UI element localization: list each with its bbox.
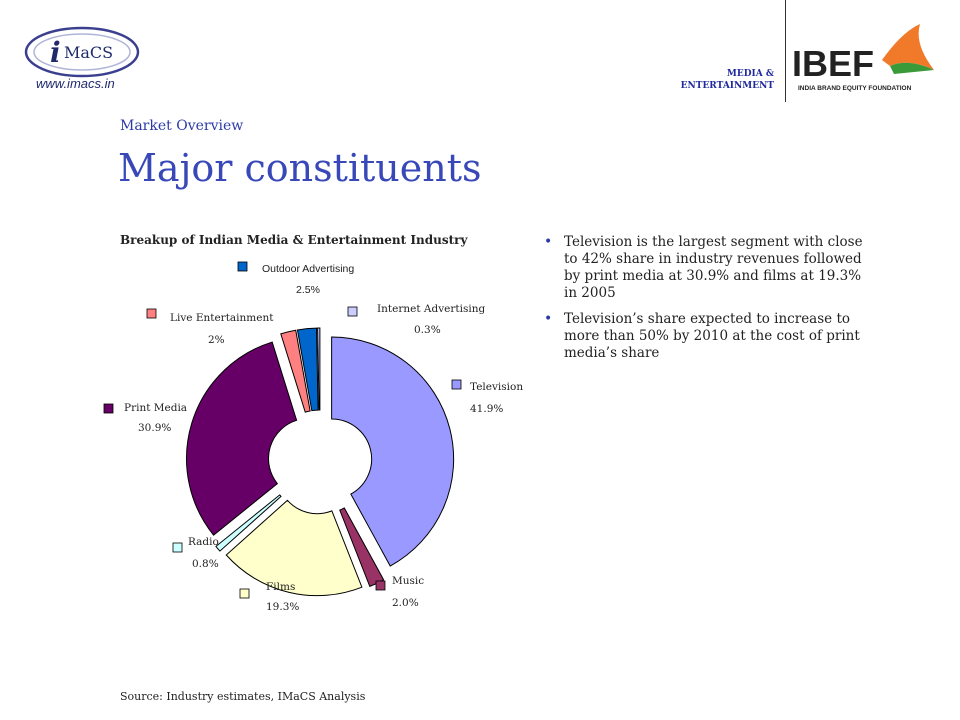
pie-slice-live-entertainment — [280, 329, 311, 413]
slice-value-label: 2.5% — [296, 284, 320, 296]
slice-value-label: 30.9% — [138, 422, 171, 434]
pie-slice-music — [339, 507, 385, 588]
slice-value-label: 0.3% — [414, 324, 441, 336]
slice-name-label: Live Entertainment — [170, 312, 274, 324]
slice-name-label: Outdoor Advertising — [262, 263, 354, 275]
section-tag: MEDIA & ENTERTAINMENT — [680, 69, 774, 91]
header-divider — [785, 0, 786, 102]
slice-value-label: 2.0% — [392, 597, 419, 609]
slice-name-label: Films — [266, 581, 295, 593]
legend-swatch — [239, 588, 250, 599]
slice-name-label: Television — [470, 381, 523, 393]
bullet-icon: • — [544, 311, 553, 327]
svg-text:i: i — [50, 36, 61, 69]
legend-swatch — [172, 542, 183, 553]
pie-slice-internet-advertising — [317, 327, 321, 411]
imacs-logo: i MaCS — [24, 26, 140, 78]
slice-name-label: Internet Advertising — [377, 303, 485, 315]
svg-text:MaCS: MaCS — [64, 43, 113, 62]
slice-value-label: 0.8% — [192, 558, 219, 570]
ibef-logo: IBEF INDIA BRAND EQUITY FOUNDATION — [792, 24, 934, 92]
legend-swatch — [451, 379, 462, 390]
page-title: Major constituents — [118, 146, 482, 190]
legend-swatch — [347, 306, 358, 317]
slice-name-label: Radio — [188, 536, 219, 548]
bullet-text: Television is the largest segment with c… — [564, 234, 863, 301]
slice-value-label: 19.3% — [266, 601, 299, 613]
legend-swatch — [103, 403, 114, 414]
imacs-url[interactable]: www.imacs.in — [36, 76, 115, 91]
legend-swatch — [146, 308, 157, 319]
pie-slice-films — [225, 499, 363, 597]
bullet-list: • Television is the largest segment with … — [540, 234, 875, 371]
legend-swatch — [375, 580, 386, 591]
svg-text:IBEF: IBEF — [792, 43, 874, 84]
pie-slice-print-media — [186, 341, 298, 536]
pie-slice-radio — [215, 494, 282, 552]
chart-title: Breakup of Indian Media & Entertainment … — [120, 233, 468, 247]
slice-name-label: Music — [392, 575, 424, 587]
source-note: Source: Industry estimates, IMaCS Analys… — [120, 690, 366, 703]
legend-swatch — [237, 261, 248, 272]
slice-value-label: 2% — [208, 334, 225, 346]
breadcrumb[interactable]: Market Overview — [120, 118, 244, 134]
pie-slice-television — [331, 336, 455, 567]
bullet-item: • Television is the largest segment with … — [540, 234, 875, 302]
bullet-item: • Television’s share expected to increase… — [540, 311, 875, 362]
pie-slice-outdoor-advertising — [296, 327, 319, 412]
bullet-icon: • — [544, 234, 553, 250]
slice-value-label: 41.9% — [470, 403, 503, 415]
slice-name-label: Print Media — [124, 402, 187, 414]
svg-text:INDIA BRAND EQUITY FOUNDATION: INDIA BRAND EQUITY FOUNDATION — [798, 85, 912, 92]
bullet-text: Television’s share expected to increase … — [564, 311, 860, 361]
